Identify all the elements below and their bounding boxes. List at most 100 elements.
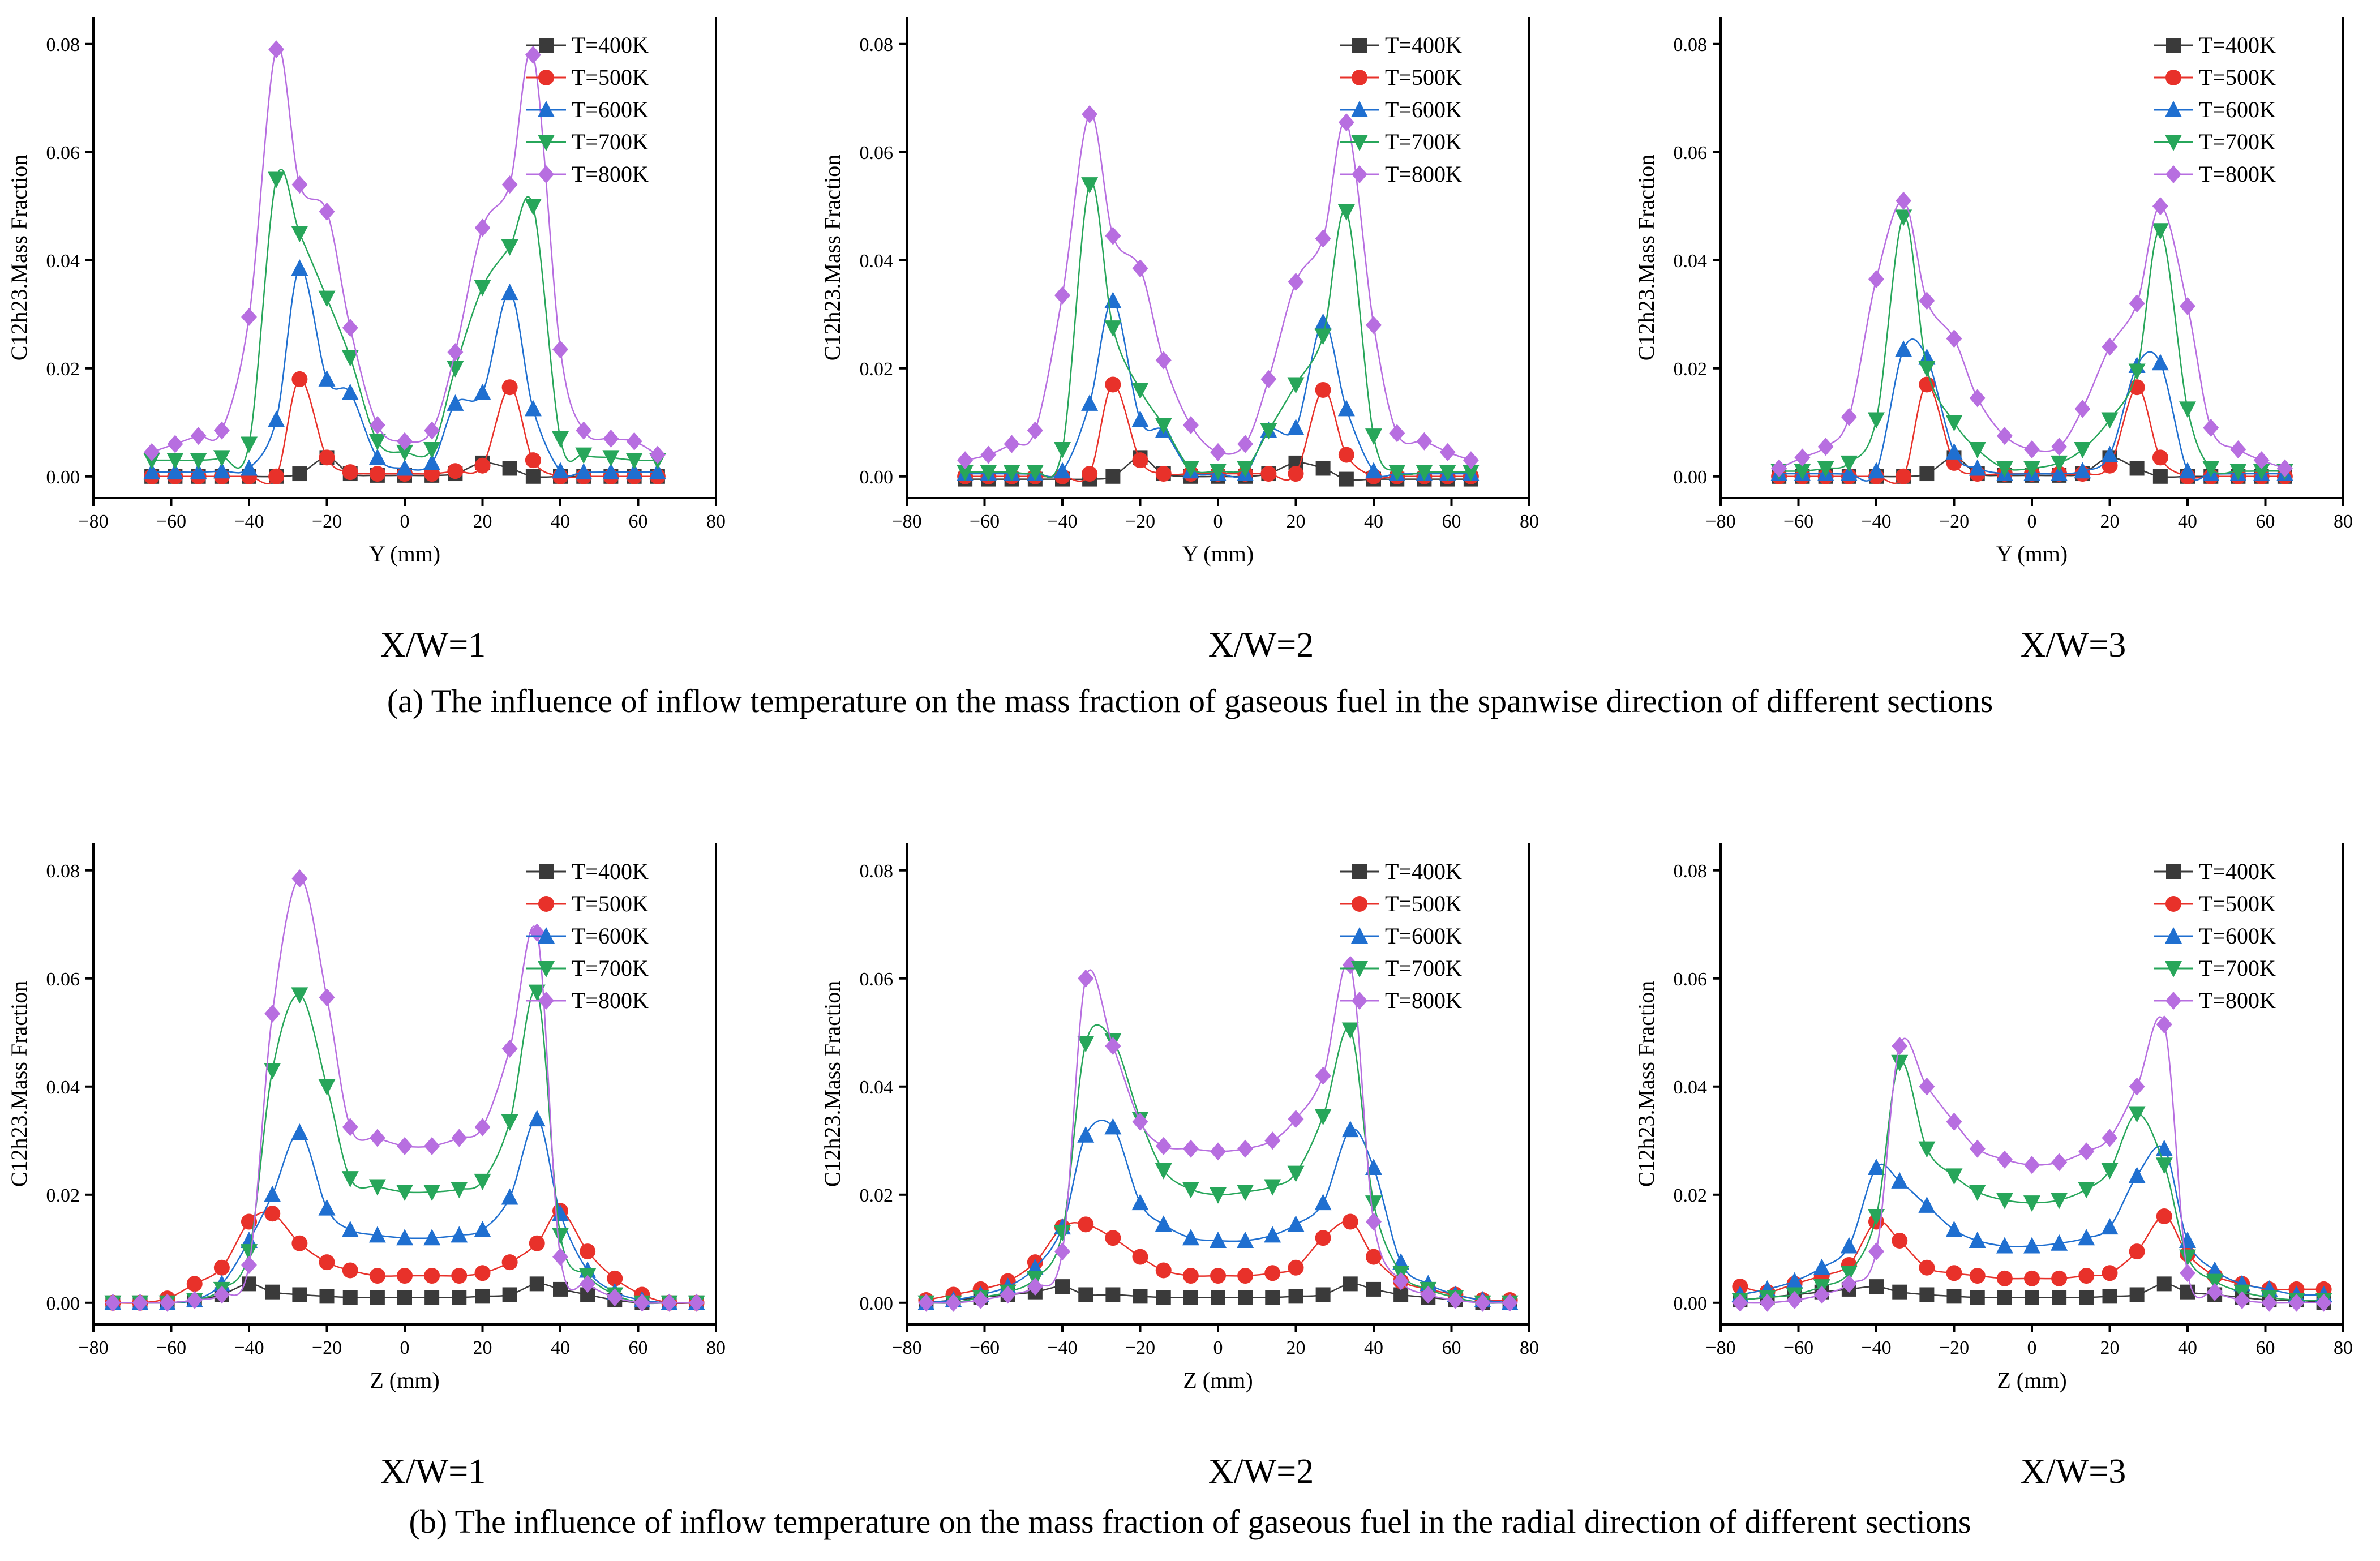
data-point [501, 1039, 518, 1058]
data-point [2051, 438, 2068, 456]
data-point [1393, 1272, 1409, 1290]
data-point [423, 1185, 441, 1202]
data-point [319, 1289, 335, 1304]
data-point [1210, 1142, 1226, 1161]
data-point [1314, 1109, 1332, 1126]
data-point [264, 1185, 281, 1202]
data-point [552, 431, 569, 448]
data-point [1155, 1262, 1172, 1279]
data-point [1996, 1150, 2013, 1169]
data-point [1416, 432, 1433, 451]
data-point [291, 869, 308, 888]
series-t-700k [957, 177, 1480, 482]
x-tick-label: 40 [1364, 511, 1383, 532]
data-point [451, 1268, 468, 1284]
data-point [291, 226, 308, 243]
data-point [2315, 1293, 2332, 1312]
data-point [1365, 1195, 1382, 1212]
x-tick-label: −20 [1939, 1337, 1969, 1358]
data-point [1183, 1290, 1198, 1305]
data-point [474, 383, 491, 400]
data-point [447, 394, 464, 411]
data-point [447, 343, 464, 362]
legend-label: T=800K [1385, 988, 1462, 1013]
data-point [396, 444, 413, 461]
data-point [423, 1229, 441, 1246]
data-point [945, 1293, 962, 1312]
x-tick-label: 80 [1520, 1337, 1539, 1358]
series-line [1779, 216, 2285, 475]
legend-marker [538, 101, 555, 117]
data-point [318, 1199, 336, 1216]
data-point [603, 429, 619, 448]
data-point [1365, 428, 1382, 445]
data-point [2078, 1229, 2095, 1246]
chart-panel-a1: −80 −60 −40 −20 0 20 40 60 80 0.00 0.02 0.04 0.06 0.0… [0, 0, 753, 623]
x-tick-label: 60 [2256, 511, 2275, 532]
data-point [368, 1226, 386, 1243]
x-tick-label: 0 [400, 1337, 410, 1358]
data-point [1210, 1187, 1227, 1204]
data-point [474, 1173, 491, 1190]
data-point [268, 410, 285, 427]
subplot-label-b2: X/W=2 [1208, 1452, 1314, 1491]
data-point [576, 421, 592, 440]
data-point [342, 1118, 358, 1137]
series-t-700k [143, 169, 666, 470]
x-tick-label: 0 [2027, 511, 2037, 532]
series-line [926, 1024, 1510, 1304]
data-point [341, 1220, 359, 1237]
data-point [241, 459, 258, 476]
data-point [1288, 272, 1304, 291]
subplot-label-b1: X/W=1 [380, 1452, 486, 1491]
data-point [2179, 462, 2196, 479]
legend-marker [2165, 135, 2182, 151]
data-point [1237, 1268, 1254, 1284]
data-point [1026, 465, 1044, 482]
data-point [291, 259, 308, 276]
data-point [2051, 1270, 2068, 1286]
data-point [166, 463, 184, 480]
x-tick-label: 20 [1287, 511, 1306, 532]
y-tick-label: 0.08 [46, 35, 80, 55]
y-tick-label: 0.04 [46, 1077, 80, 1098]
data-point [1288, 466, 1304, 482]
data-point [501, 1188, 518, 1205]
data-point [341, 1171, 359, 1188]
data-point [626, 432, 642, 451]
legend-marker [2165, 165, 2181, 183]
data-point [972, 1291, 989, 1310]
data-point [241, 1244, 258, 1261]
data-point [319, 202, 335, 221]
data-point [447, 361, 464, 378]
data-point [213, 462, 230, 479]
data-point [397, 1290, 412, 1305]
legend-marker [1352, 165, 1367, 183]
data-point [1315, 381, 1331, 398]
data-point [1342, 1213, 1358, 1230]
data-point [1081, 394, 1099, 411]
data-point [2101, 412, 2119, 429]
data-point [1343, 1276, 1358, 1292]
x-tick-label: 40 [551, 1337, 570, 1358]
chart-panel-b1: −80 −60 −40 −20 0 20 40 60 80 0.00 0.02 0.04 0.06 0.0… [0, 826, 753, 1449]
x-axis-title: Z (mm) [1997, 1367, 2066, 1393]
data-point [2234, 1291, 2250, 1310]
data-point [2180, 1264, 2195, 1283]
y-tick-label: 0.00 [46, 1293, 80, 1314]
data-point [1155, 1163, 1172, 1180]
data-point [1896, 468, 1912, 484]
data-point [1237, 1139, 1254, 1158]
data-point [1004, 435, 1020, 453]
y-tick-label: 0.06 [1674, 969, 1708, 990]
x-tick-label: −60 [156, 1337, 186, 1358]
x-tick-label: 80 [2334, 1337, 2353, 1358]
data-point [1287, 418, 1305, 435]
data-point [186, 1276, 203, 1292]
data-point [1260, 370, 1277, 388]
series-line [113, 877, 697, 1304]
legend-label: T=700K [2199, 129, 2276, 155]
data-point [368, 448, 386, 465]
data-point [1105, 1037, 1121, 1056]
data-point [2202, 461, 2220, 478]
